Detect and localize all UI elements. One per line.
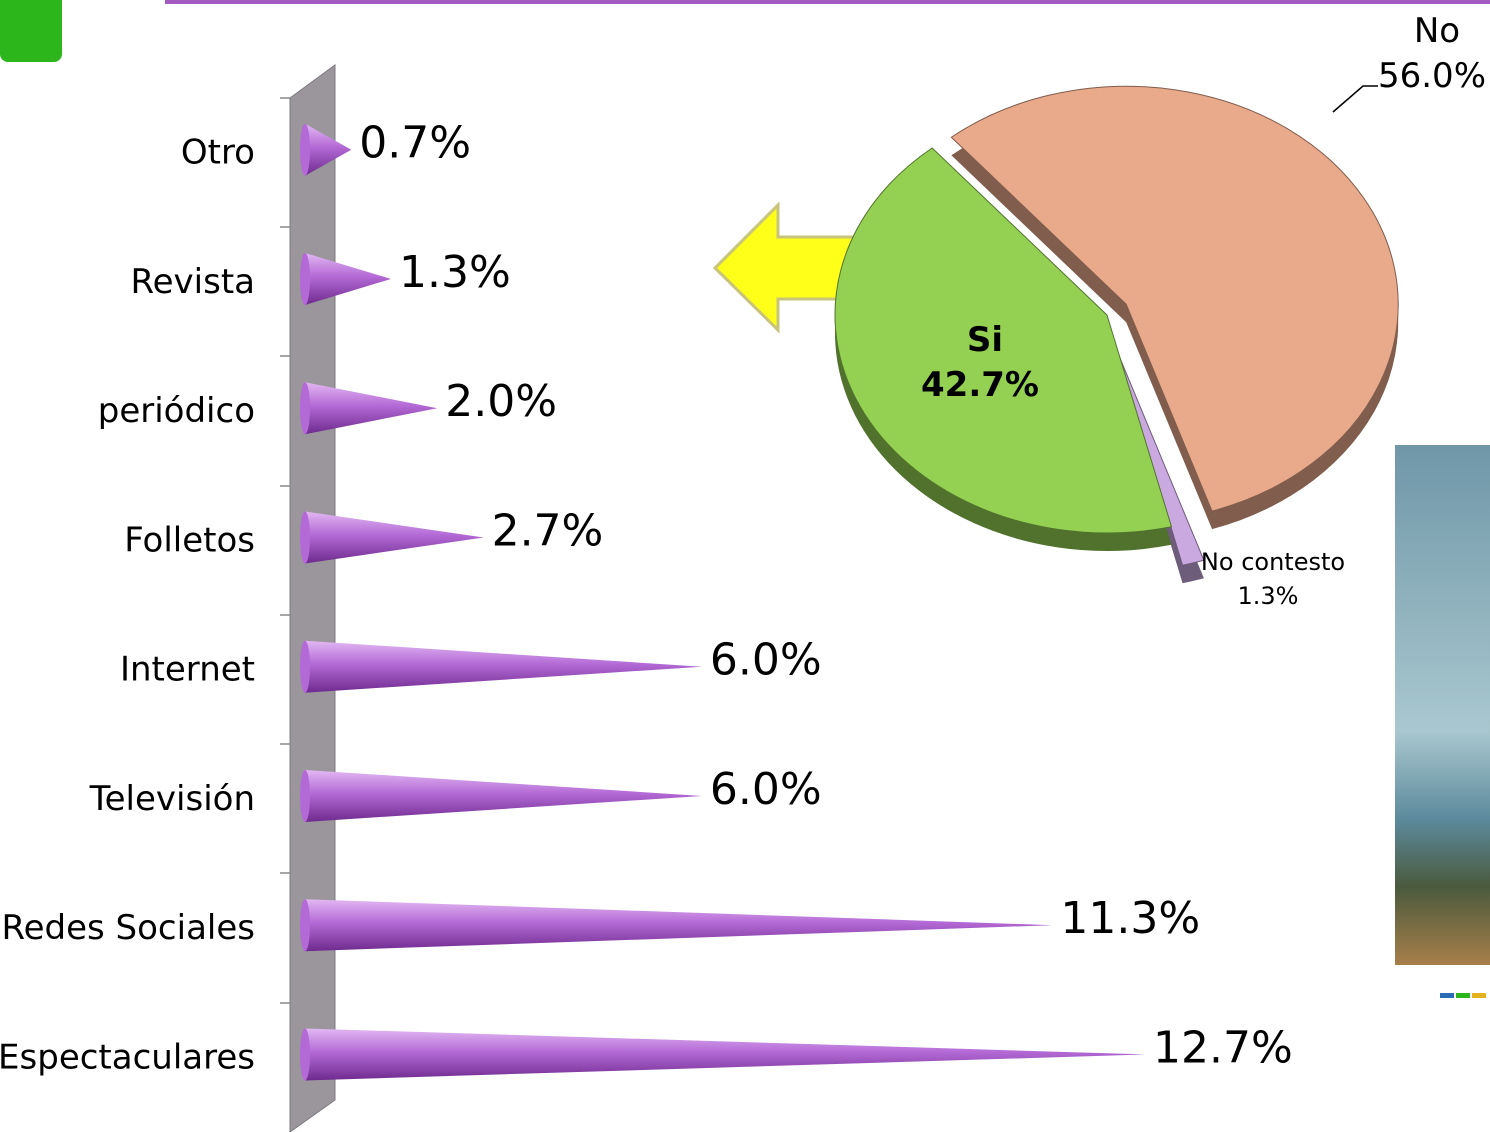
value-label: 2.7% xyxy=(492,505,604,556)
leader-line xyxy=(1332,85,1378,113)
cone-bar xyxy=(305,769,702,822)
cone-base xyxy=(300,899,310,952)
cone-base xyxy=(300,252,310,305)
cone-bar xyxy=(305,1028,1145,1081)
category-label: periódico xyxy=(98,391,255,431)
pie-slice xyxy=(834,147,1173,534)
category-label: Internet xyxy=(120,650,255,690)
category-label: Espectaculares xyxy=(0,1037,255,1077)
value-label: 6.0% xyxy=(710,635,822,686)
cone-bar xyxy=(305,382,438,435)
pie-slice xyxy=(1117,353,1205,566)
value-label: 2.0% xyxy=(445,376,557,427)
corner-badge xyxy=(0,0,62,62)
cone-base xyxy=(300,123,310,176)
value-label: 11.3% xyxy=(1060,893,1200,944)
pie-value-label: 56.0% xyxy=(1378,56,1486,96)
cone-bar xyxy=(305,511,484,564)
cone-base xyxy=(300,640,310,693)
value-label: 1.3% xyxy=(399,247,511,298)
cone-base xyxy=(300,769,310,822)
pie-category-label: No contesto xyxy=(1201,548,1345,576)
category-label: Redes Sociales xyxy=(2,908,255,948)
category-label: Televisión xyxy=(89,779,255,819)
axis-ticks xyxy=(280,97,290,1004)
cone-base xyxy=(300,382,310,435)
category-label: Otro xyxy=(181,133,255,173)
pie-category-label: No xyxy=(1414,11,1460,51)
pie-category-label: Si xyxy=(967,320,1003,360)
cone-base xyxy=(300,1028,310,1081)
photo xyxy=(1395,445,1490,965)
value-label: 12.7% xyxy=(1153,1022,1293,1073)
pie-slice xyxy=(950,85,1399,512)
logo xyxy=(1440,993,1486,998)
pie-value-label: 1.3% xyxy=(1238,582,1299,610)
category-label: Revista xyxy=(131,262,255,302)
cone-bar xyxy=(305,252,391,305)
value-label: 6.0% xyxy=(710,764,822,815)
category-label: Folletos xyxy=(124,520,255,560)
pie-value-label: 42.7% xyxy=(921,365,1039,405)
value-label: 0.7% xyxy=(359,118,471,169)
cone-bar xyxy=(305,899,1053,952)
axis-wall xyxy=(289,64,336,1132)
cone-bar xyxy=(305,640,702,693)
cone-bar xyxy=(305,123,352,176)
cone-base xyxy=(300,511,310,564)
